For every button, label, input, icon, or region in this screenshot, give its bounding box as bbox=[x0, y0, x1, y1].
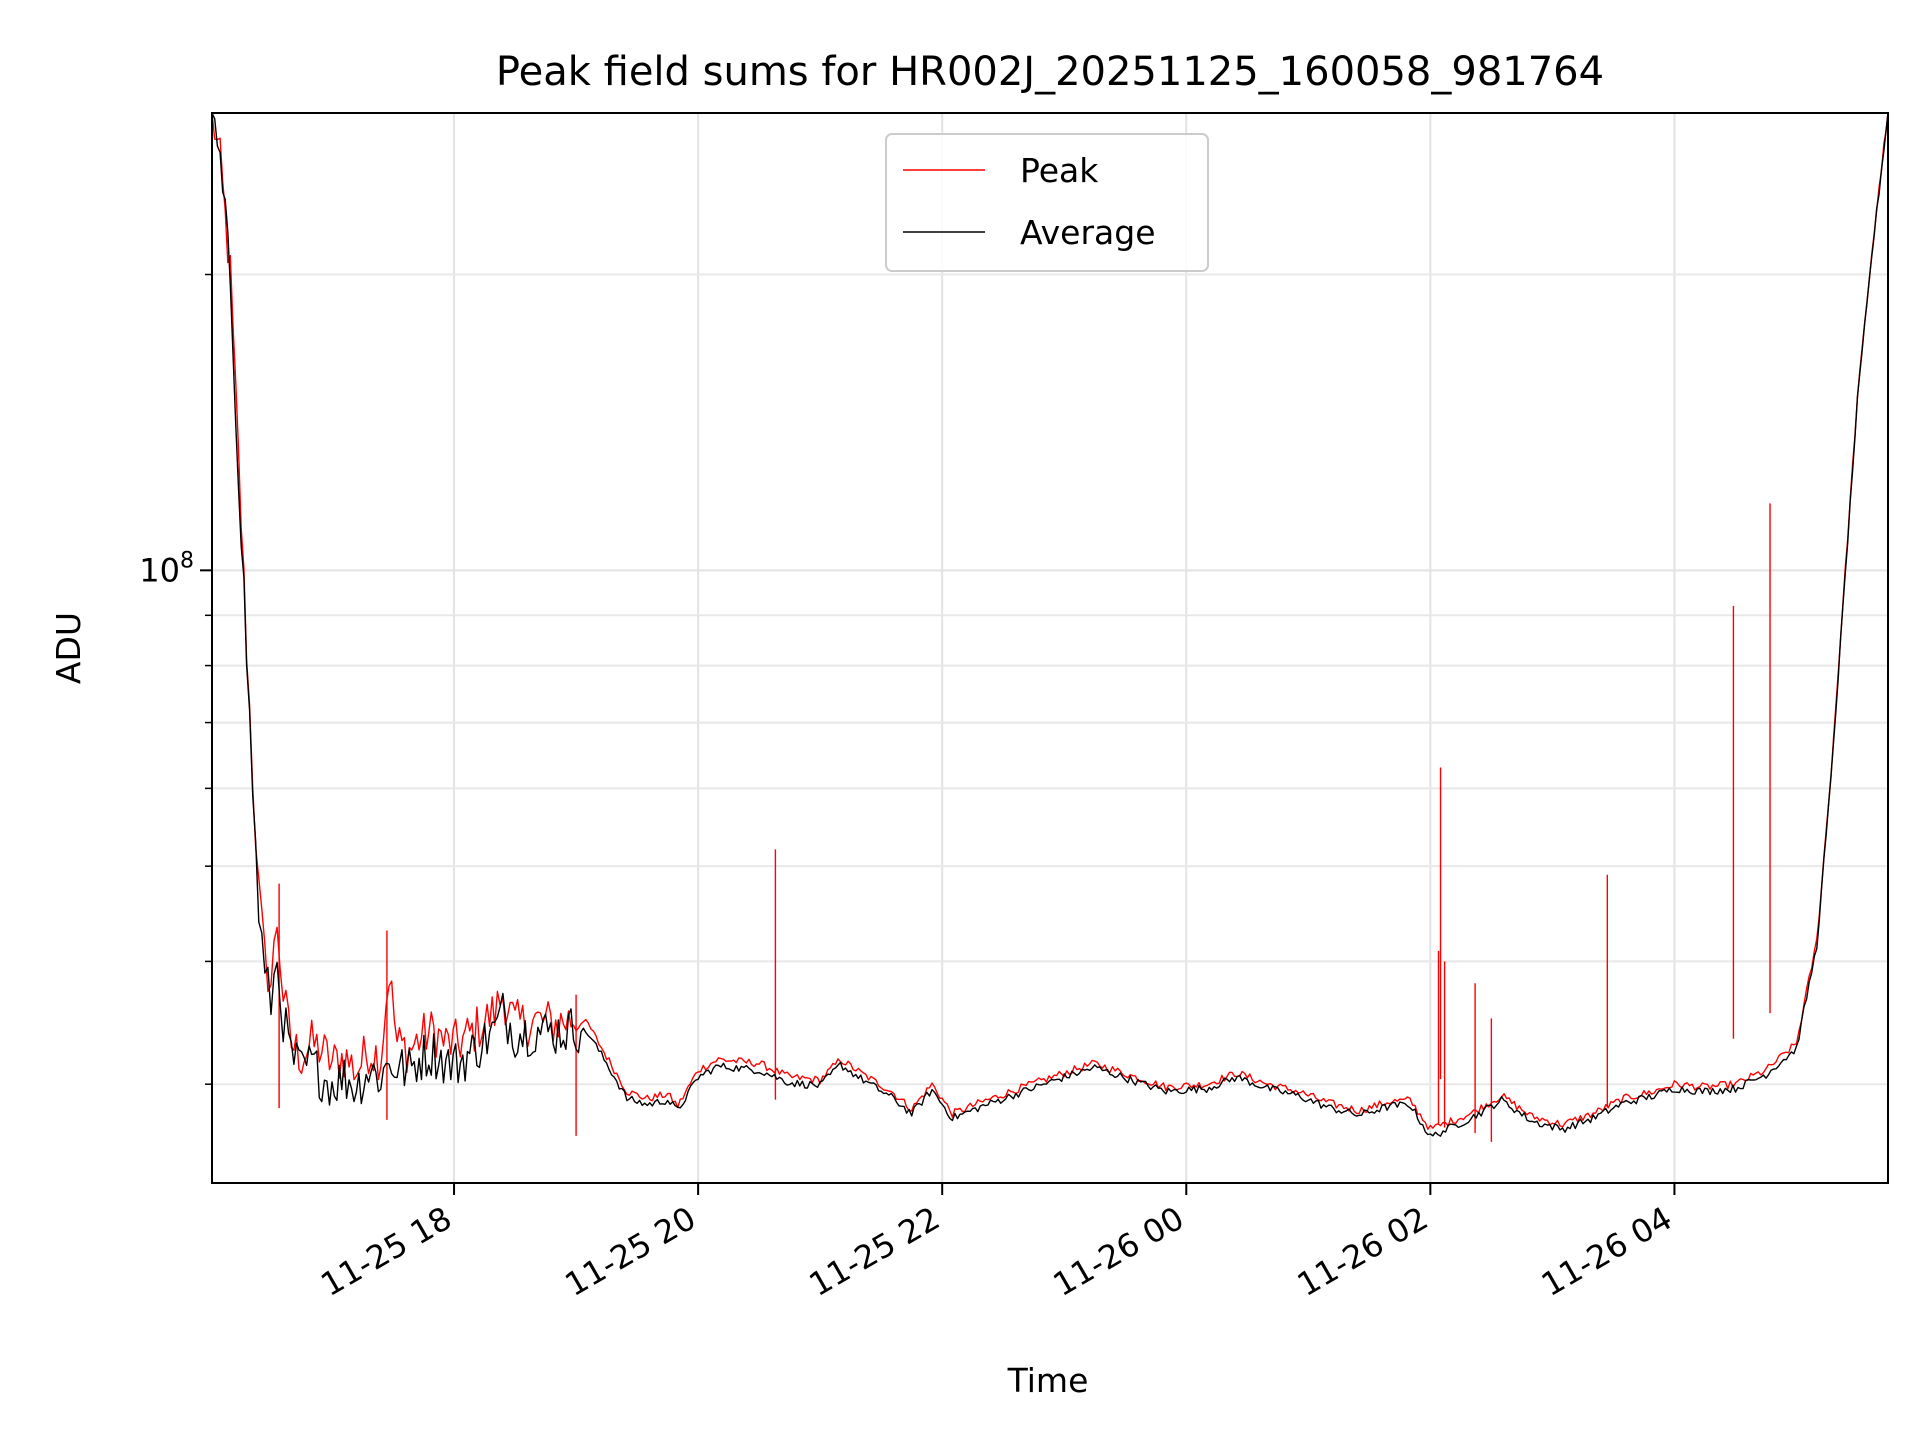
legend-peak-label: Peak bbox=[1020, 151, 1099, 190]
legend-average-label: Average bbox=[1020, 213, 1156, 252]
legend: Peak Average bbox=[885, 133, 1209, 272]
y-tick-label: 108 bbox=[139, 548, 194, 589]
peak-series-line bbox=[211, 112, 1889, 1130]
legend-box bbox=[885, 133, 1209, 272]
y-axis-label: ADU bbox=[49, 612, 88, 684]
chart-title: Peak field sums for HR002J_20251125_1600… bbox=[496, 49, 1604, 95]
plot-series bbox=[211, 112, 1889, 1142]
x-axis-label: Time bbox=[1007, 1361, 1089, 1400]
plot-frame bbox=[211, 112, 1889, 1184]
grid bbox=[212, 113, 1888, 1183]
average-series-line bbox=[211, 112, 1889, 1137]
